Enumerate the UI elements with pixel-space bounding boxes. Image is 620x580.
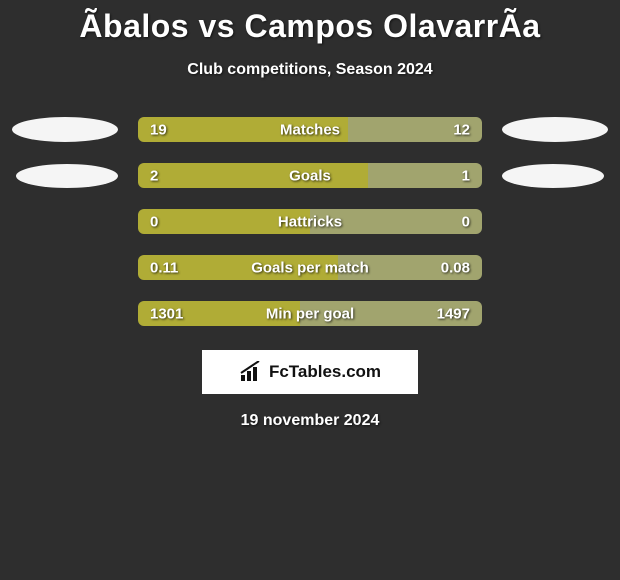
date-text: 19 november 2024: [0, 412, 620, 430]
stat-left-value: 1301: [150, 305, 183, 322]
stat-label: Min per goal: [266, 305, 354, 322]
stat-bar: 0.11 0.08 Goals per match: [138, 255, 482, 280]
stat-left-value: 19: [150, 121, 167, 138]
stat-right-value: 12: [453, 121, 470, 138]
stat-label: Hattricks: [278, 213, 342, 230]
stat-rows: 19 12 Matches 2 1 Goals 0 0 Hattricks 0.11 0.08 Goa…: [0, 117, 620, 326]
stat-bar: 1301 1497 Min per goal: [138, 301, 482, 326]
stat-row: 1301 1497 Min per goal: [0, 301, 620, 326]
brand-box[interactable]: FcTables.com: [202, 350, 418, 394]
stat-row: 2 1 Goals: [0, 163, 620, 188]
stat-bar: 19 12 Matches: [138, 117, 482, 142]
stat-right-value: 0.08: [441, 259, 470, 276]
stat-left-value: 0: [150, 213, 158, 230]
team-right-ellipse: [502, 117, 608, 142]
bar-chart-icon: [239, 361, 263, 383]
team-left-ellipse: [12, 117, 118, 142]
stat-bar: 0 0 Hattricks: [138, 209, 482, 234]
stat-bar: 2 1 Goals: [138, 163, 482, 188]
stat-label: Matches: [280, 121, 340, 138]
stat-label: Goals: [289, 167, 331, 184]
team-left-ellipse: [16, 164, 118, 188]
stat-right-value: 1: [462, 167, 470, 184]
stat-left-value: 0.11: [150, 259, 178, 276]
comparison-title: Ãbalos vs Campos OlavarrÃa: [0, 0, 620, 45]
stat-row: 19 12 Matches: [0, 117, 620, 142]
stat-right-value: 0: [462, 213, 470, 230]
stat-left-value: 2: [150, 167, 158, 184]
team-right-ellipse: [502, 164, 604, 188]
stat-bar-left-fill: [138, 163, 368, 188]
stat-row: 0.11 0.08 Goals per match: [0, 255, 620, 280]
stat-label: Goals per match: [251, 259, 369, 276]
comparison-subtitle: Club competitions, Season 2024: [0, 61, 620, 79]
stat-right-value: 1497: [437, 305, 470, 322]
brand-text: FcTables.com: [269, 362, 381, 382]
stat-row: 0 0 Hattricks: [0, 209, 620, 234]
